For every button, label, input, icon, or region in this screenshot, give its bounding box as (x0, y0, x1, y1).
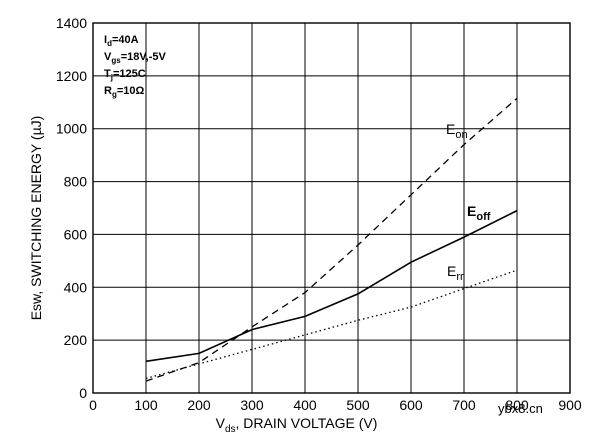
x-tick-label: 100 (134, 397, 158, 413)
test-condition: Vgs=18V,-5V (104, 51, 167, 65)
series-labels: Eon Eoff Err (446, 121, 491, 283)
watermark-text: ybx8.cn (498, 401, 543, 416)
test-condition: Rg=10Ω (104, 85, 145, 99)
x-tick-label: 600 (399, 397, 423, 413)
x-axis-title: Vds, DRAIN VOLTAGE (V) (216, 415, 378, 435)
y-axis-title: Esw, SWITCHING ENERGY (µJ) (28, 116, 44, 321)
series-label-rr: Err (447, 263, 464, 283)
y-tick-label: 1000 (56, 121, 87, 137)
test-conditions: Id=40A Vgs=18V,-5V Tj=125C Rg=10Ω (104, 34, 167, 99)
grid-lines (93, 23, 570, 393)
x-tick-label: 200 (187, 397, 211, 413)
x-tick-label: 0 (89, 397, 97, 413)
y-tick-label: 1400 (56, 15, 87, 31)
series-line-off (145, 209, 518, 363)
test-condition: Tj=125C (104, 68, 146, 82)
y-tick-label: 800 (64, 174, 88, 190)
series-line-on (145, 97, 518, 382)
y-tick-label: 600 (64, 226, 88, 242)
x-axis-title-sub: ds (225, 424, 236, 435)
x-axis-title-main: V (216, 415, 226, 431)
series-lines (145, 97, 518, 382)
y-tick-label: 0 (79, 385, 87, 401)
test-condition: Id=40A (104, 34, 139, 48)
x-tick-label: 900 (558, 397, 582, 413)
y-tick-label: 200 (64, 332, 88, 348)
x-axis-title-rest: , DRAIN VOLTAGE (V) (236, 415, 378, 431)
x-tick-labels: 0 100 200 300 400 500 600 700 800 900 (89, 397, 582, 413)
plot-frame (92, 22, 571, 394)
series-line-rr (145, 269, 518, 380)
series-label-on: Eon (446, 121, 468, 141)
x-tick-label: 700 (452, 397, 476, 413)
y-tick-label: 400 (64, 279, 88, 295)
x-tick-label: 400 (293, 397, 317, 413)
y-tick-labels: 0 200 400 600 800 1000 1200 1400 (56, 15, 87, 401)
series-label-off: Eoff (467, 203, 491, 223)
y-tick-label: 1200 (56, 68, 87, 84)
x-tick-label: 500 (346, 397, 370, 413)
x-tick-label: 300 (240, 397, 264, 413)
x-tick-label: 800 (505, 397, 529, 413)
